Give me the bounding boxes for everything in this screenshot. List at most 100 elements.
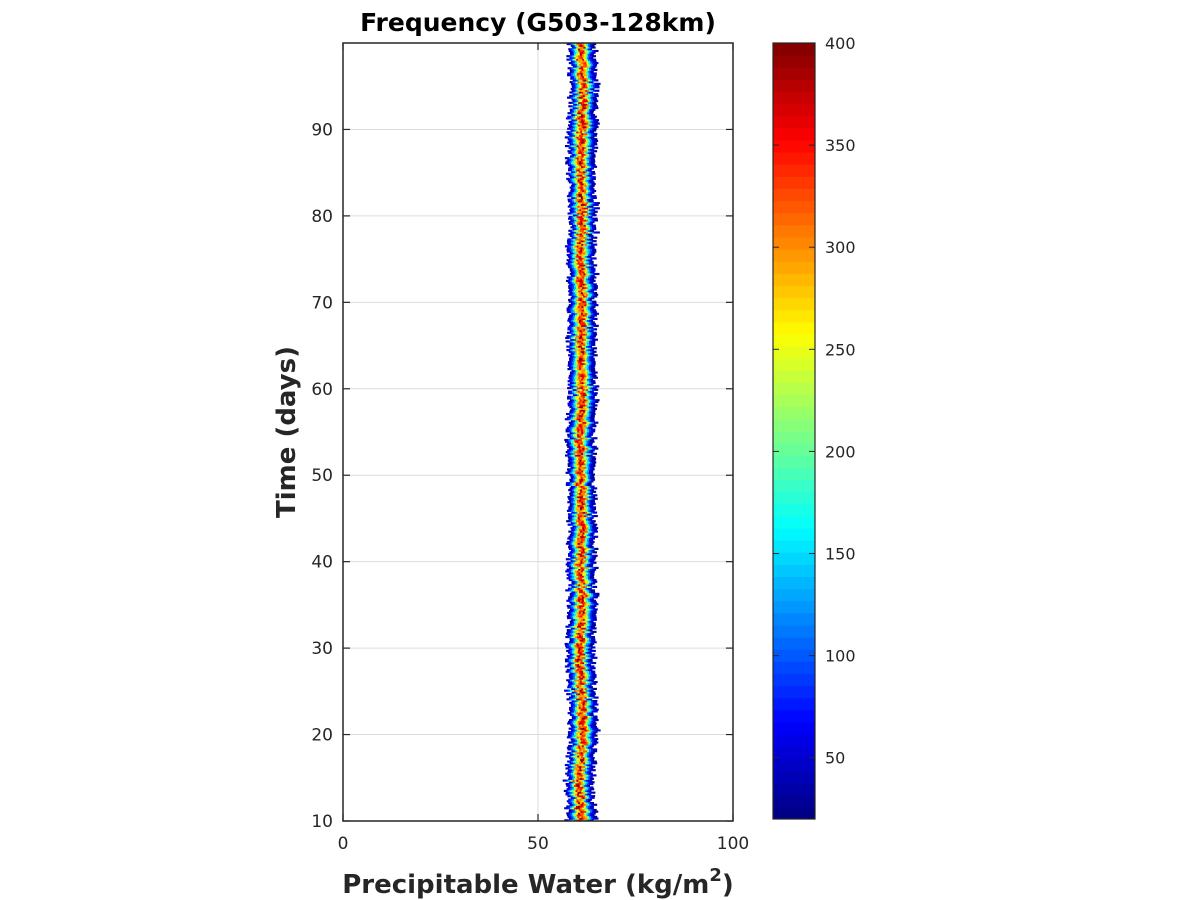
heatmap-cell [571, 252, 574, 255]
heatmap-cell [586, 663, 590, 666]
heatmap-cell [571, 712, 574, 715]
heatmap-cell [583, 597, 587, 601]
heatmap-cell [572, 544, 575, 547]
heatmap-cell [587, 592, 590, 595]
heatmap-cell [567, 305, 571, 308]
heatmap-cell [591, 355, 594, 359]
heatmap-cell [568, 736, 572, 739]
heatmap-cell [577, 314, 580, 317]
heatmap-cell [580, 207, 583, 210]
heatmap-cell [578, 388, 581, 391]
heatmap-cell [586, 572, 589, 575]
heatmap-cell [580, 302, 583, 305]
heatmap-cell [590, 302, 593, 305]
heatmap-cell [591, 734, 594, 737]
heatmap-cell [571, 210, 575, 213]
heatmap-cell [577, 260, 580, 263]
heatmap-cell [592, 247, 595, 250]
heatmap-cell [580, 300, 583, 303]
heatmap-cell [578, 501, 582, 504]
heatmap-cell [569, 483, 573, 486]
heatmap-cell [591, 234, 594, 238]
heatmap-cell [578, 222, 582, 225]
heatmap-cell [581, 592, 584, 595]
heatmap-cell [591, 248, 595, 251]
heatmap-cell [588, 537, 592, 540]
heatmap-cell [591, 381, 594, 384]
heatmap-cell [566, 438, 569, 442]
heatmap-cell [589, 470, 592, 473]
heatmap-cell [576, 233, 579, 236]
heatmap-cell [578, 468, 582, 471]
heatmap-cell [567, 383, 571, 386]
heatmap-cell [578, 738, 581, 741]
heatmap-cell [576, 570, 580, 573]
heatmap-cell [566, 418, 570, 421]
heatmap-cell [584, 549, 587, 552]
heatmap-cell [572, 214, 576, 217]
heatmap-cell [572, 485, 576, 488]
heatmap-cell [583, 482, 586, 485]
heatmap-cell [567, 336, 570, 340]
heatmap-cell [578, 568, 581, 571]
heatmap-cell [575, 710, 579, 713]
heatmap-cell [570, 476, 574, 480]
heatmap-cell [579, 805, 583, 808]
heatmap-cell [585, 494, 588, 497]
heatmap-cell [577, 762, 580, 765]
heatmap-cell [573, 295, 576, 298]
heatmap-cell [589, 546, 592, 549]
heatmap-cell [579, 528, 582, 531]
heatmap-cell [577, 428, 580, 431]
heatmap-cell [595, 217, 598, 220]
heatmap-cell [570, 250, 574, 253]
heatmap-cell [588, 302, 591, 305]
heatmap-cell [567, 589, 570, 592]
heatmap-cell [591, 535, 595, 538]
heatmap-cell [590, 532, 593, 535]
heatmap-cell [576, 508, 579, 511]
heatmap-cell [592, 419, 595, 423]
heatmap-cell [580, 572, 583, 575]
heatmap-cell [577, 558, 580, 561]
heatmap-cell [584, 687, 588, 691]
heatmap-cell [573, 373, 577, 376]
heatmap-cell [581, 767, 584, 770]
heatmap-cell [578, 475, 581, 478]
heatmap-cell [571, 686, 574, 689]
heatmap-cell [576, 584, 579, 587]
heatmap-cell [566, 679, 569, 682]
heatmap-cell [587, 494, 590, 497]
heatmap-cell [572, 297, 575, 300]
heatmap-cell [584, 238, 588, 241]
heatmap-cell [583, 724, 587, 727]
heatmap-cell [591, 622, 594, 625]
heatmap-cell [590, 433, 593, 436]
heatmap-cell [581, 362, 584, 365]
heatmap-cell [573, 558, 576, 561]
heatmap-cell [584, 578, 587, 582]
heatmap-cell [572, 278, 575, 281]
heatmap-cell [592, 221, 595, 224]
heatmap-cell [582, 746, 585, 749]
heatmap-cell [570, 703, 574, 706]
heatmap-cell [595, 404, 598, 407]
heatmap-cell [573, 680, 577, 684]
heatmap-cell [579, 755, 582, 758]
heatmap-cell [584, 527, 587, 530]
heatmap-cell [571, 606, 574, 609]
heatmap-cell [590, 772, 593, 775]
heatmap-cell [582, 572, 585, 575]
heatmap-cell [574, 682, 577, 685]
heatmap-cell [581, 412, 584, 416]
heatmap-cell [579, 663, 582, 666]
heatmap-cell [570, 642, 573, 646]
heatmap-cell [589, 285, 592, 288]
heatmap-cell [584, 751, 587, 754]
heatmap-cell [586, 400, 589, 404]
heatmap-cell [567, 558, 571, 561]
heatmap-cell [574, 509, 578, 512]
heatmap-cell [584, 495, 588, 499]
heatmap-cell [573, 684, 577, 687]
heatmap-cell [575, 680, 579, 684]
